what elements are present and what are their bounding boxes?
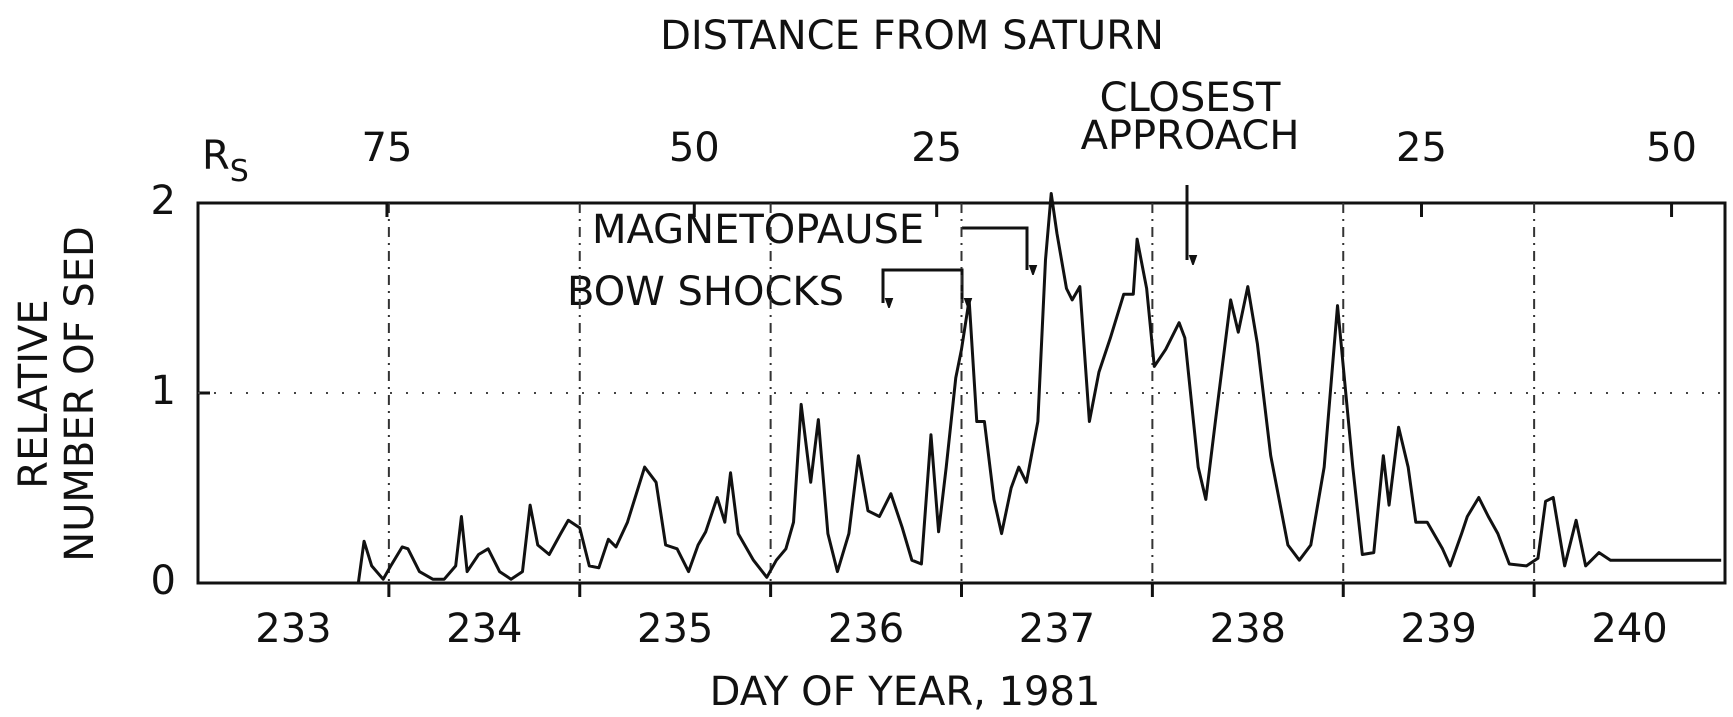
y-axis-label-line: NUMBER OF SED (57, 226, 103, 562)
top-tick-label: 25 (1396, 125, 1447, 171)
x-tick-label: 236 (828, 606, 904, 652)
x-tick-label: 239 (1401, 606, 1477, 652)
x-tick-label: 238 (1210, 606, 1286, 652)
x-tick-label: 235 (637, 606, 713, 652)
top-axis-label-main: R (202, 133, 230, 179)
data-line (199, 192, 1722, 585)
annotation: APPROACH (1081, 113, 1300, 159)
annotation: BOW SHOCKS (567, 269, 844, 315)
top-tick-label: 75 (362, 125, 413, 171)
y-axis-label-line: RELATIVE (11, 299, 57, 488)
top-tick-label: 50 (1646, 125, 1697, 171)
arrow-bracket (881, 268, 964, 300)
annotation: CLOSEST (1100, 75, 1281, 121)
x-tick-label: 234 (446, 606, 522, 652)
top-tick-label: 25 (911, 125, 962, 171)
x-tick-label: 240 (1591, 606, 1667, 652)
x-tick-label: 233 (255, 606, 331, 652)
y-axis-label: RELATIVE NUMBER OF SED (11, 226, 103, 562)
arrow (962, 226, 1027, 270)
chart-title: DISTANCE FROM SATURN (660, 13, 1164, 59)
y-tick-label: 0 (151, 558, 176, 604)
top-axis-label-sub: S (230, 154, 249, 189)
y-tick-label: 1 (151, 368, 176, 414)
x-tick-label: 237 (1019, 606, 1095, 652)
top-tick-label: 50 (669, 125, 720, 171)
y-tick-label: 2 (151, 178, 176, 224)
x-axis-label: DAY OF YEAR, 1981 (710, 669, 1101, 715)
top-axis-label: RS (202, 133, 249, 189)
annotation: MAGNETOPAUSE (592, 207, 924, 253)
